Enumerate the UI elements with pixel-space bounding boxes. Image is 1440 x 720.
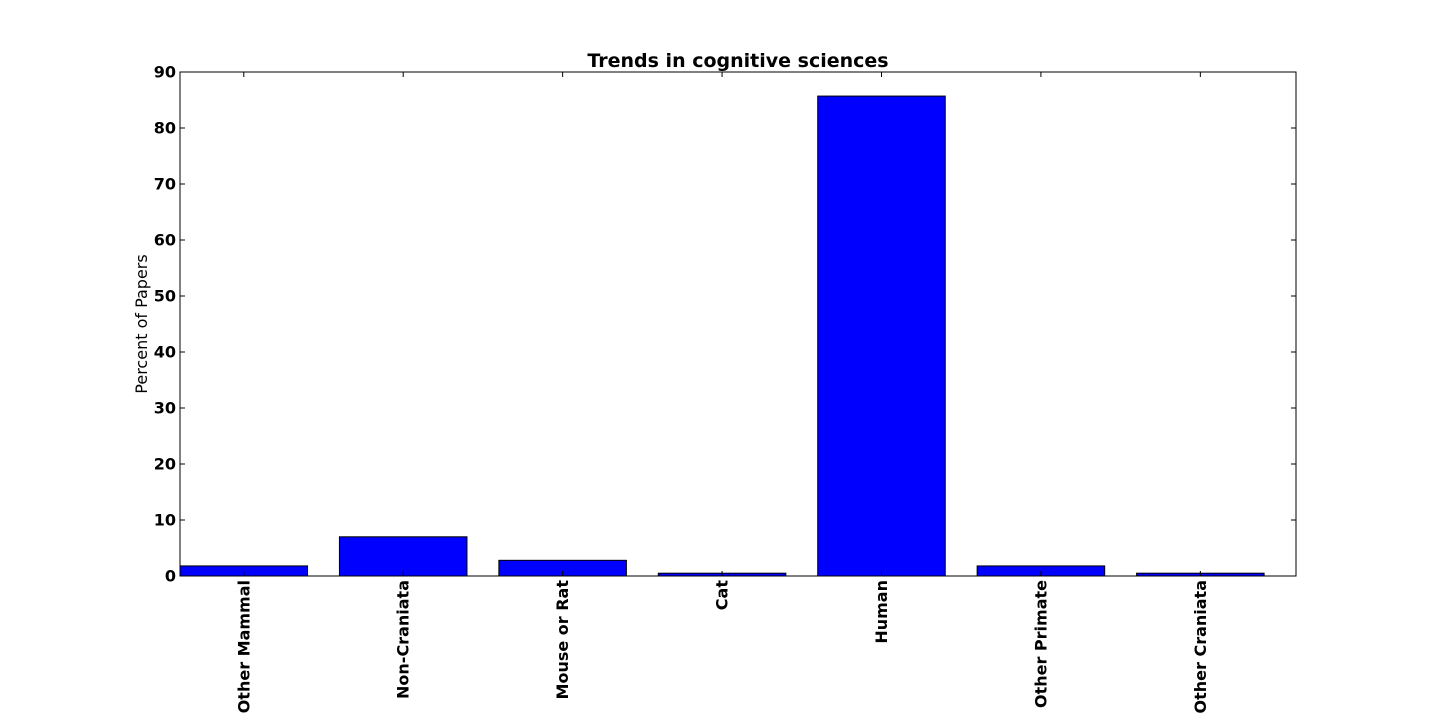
ticks-layer: [180, 71, 1296, 577]
x-tick-label-other-craniata: Other Craniata: [1191, 580, 1210, 714]
x-tick-label-human: Human: [872, 580, 891, 644]
y-tick-label-50: 50: [154, 287, 176, 306]
bar-human: [817, 95, 946, 577]
y-tick-label-0: 0: [165, 567, 176, 586]
plot-frame: [179, 71, 1297, 577]
x-tick-labels: Other Mammal Non-Craniata Mouse or Rat Cat H…: [234, 580, 1210, 714]
x-tick-label-mouse-or-rat: Mouse or Rat: [553, 580, 572, 700]
y-tick-label-90: 90: [154, 63, 176, 82]
y-tick-label-70: 70: [154, 175, 176, 194]
chart-title: Trends in cognitive sciences: [587, 50, 888, 72]
y-tick-label-20: 20: [154, 455, 176, 474]
bar-non-craniata: [338, 536, 468, 577]
y-tick-label-60: 60: [154, 231, 176, 250]
y-tick-label-80: 80: [154, 119, 176, 138]
bars-layer: [179, 95, 1265, 577]
x-tick-label-non-craniata: Non-Craniata: [394, 580, 413, 699]
y-tick-label-40: 40: [154, 343, 176, 362]
x-tick-label-other-primate: Other Primate: [1031, 580, 1050, 708]
y-axis-label: Percent of Papers: [132, 254, 151, 393]
y-tick-label-30: 30: [154, 399, 176, 418]
y-tick-label-10: 10: [154, 511, 176, 530]
y-tick-labels: 0 10 20 30 40 50 60 70 80 90: [154, 63, 176, 586]
x-tick-label-other-mammal: Other Mammal: [234, 580, 253, 713]
x-tick-label-cat: Cat: [713, 580, 732, 611]
